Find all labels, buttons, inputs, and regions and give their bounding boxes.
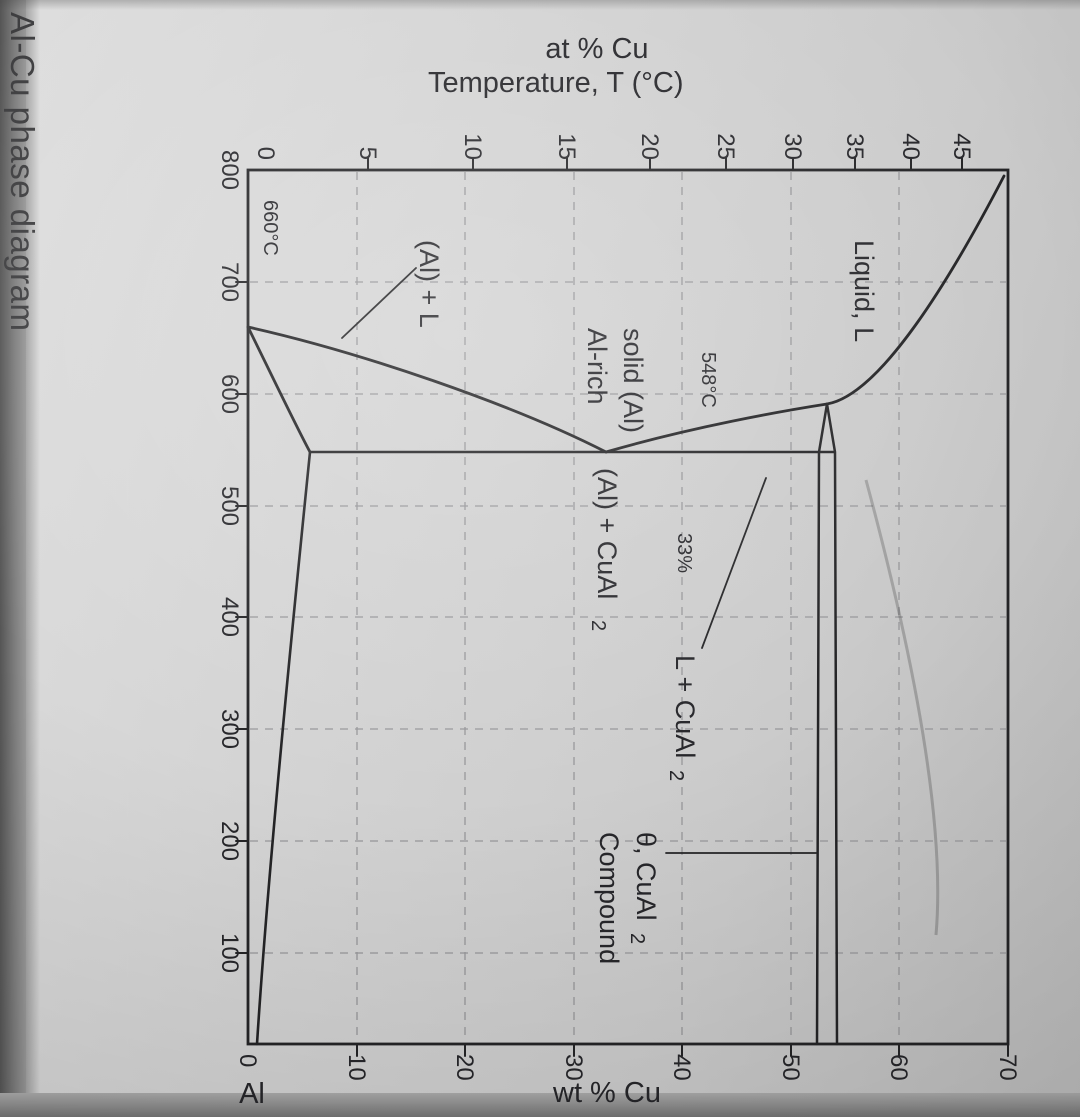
plot-frame	[246, 168, 1010, 1046]
at-pct-tick-45: 45	[948, 133, 975, 160]
top-axis-title: at % Cu	[545, 33, 648, 65]
eutectic-temperature-annotation: 548°C	[697, 352, 719, 408]
at-pct-tick-20: 20	[636, 133, 663, 160]
l-plus-cual2-pointer-line	[701, 477, 767, 649]
at-pct-tick-30: 30	[779, 133, 806, 160]
region-al-plus-l-label: (Al) + L	[414, 240, 444, 328]
temp-tick-500: 500	[216, 486, 243, 526]
top-axis-tick-marks	[367, 157, 963, 171]
wt-pct-tick-50: 50	[777, 1054, 804, 1081]
region-l-plus-cual2-subscript: 2	[665, 770, 687, 781]
horizontal-gridlines	[250, 281, 1006, 954]
liquidus-cual2-side	[604, 402, 829, 454]
theta-boundary-left	[815, 402, 829, 1046]
at-pct-tick-25: 25	[712, 133, 739, 160]
photo-crease-shadow	[864, 479, 940, 936]
temp-tick-800: 800	[216, 150, 243, 190]
compound-theta-label-line1: Compound	[594, 832, 624, 964]
region-al-plus-cual2-label: (Al) + CuAl	[592, 468, 622, 599]
al-plus-l-pointer-line	[341, 267, 417, 339]
wt-pct-tick-20: 20	[451, 1054, 478, 1081]
temp-tick-100: 100	[216, 933, 243, 973]
compound-theta-label-line2: θ, CuAl	[631, 832, 661, 921]
at-pct-tick-40: 40	[897, 133, 924, 160]
at-pct-tick-10: 10	[459, 133, 486, 160]
wt-pct-tick-60: 60	[885, 1054, 912, 1081]
liquidus-right-of-theta	[825, 174, 1006, 406]
region-al-plus-cual2-subscript: 2	[587, 620, 609, 631]
at-pct-tick-15: 15	[553, 133, 580, 160]
temp-tick-700: 700	[216, 262, 243, 302]
photo-bottom-edge	[0, 1093, 1080, 1117]
solidus-al-side	[246, 325, 312, 454]
compound-theta-subscript: 2	[626, 933, 648, 944]
region-liquid-label: Liquid, L	[849, 240, 879, 342]
photo-left-edge-shadow	[26, 0, 40, 1117]
photo-top-edge	[0, 0, 1080, 10]
al-melting-point-annotation: 660°C	[259, 200, 281, 256]
region-al-rich-label-line1: Al-rich	[582, 328, 612, 405]
origin-element-label: Al	[239, 1078, 265, 1110]
wt-pct-tick-10: 10	[343, 1054, 370, 1081]
temp-tick-300: 300	[216, 709, 243, 749]
wt-pct-tick-40: 40	[668, 1054, 695, 1081]
wt-pct-tick-30: 30	[560, 1054, 587, 1081]
temperature-axis-tick-marks	[235, 281, 249, 954]
bottom-axis-title: wt % Cu	[552, 1077, 661, 1109]
liquidus-al-side	[246, 325, 608, 454]
wt-pct-tick-70: 70	[994, 1054, 1021, 1081]
temp-tick-600: 600	[216, 374, 243, 414]
region-al-rich-label-line2: solid (Al)	[618, 328, 648, 433]
solvus-al	[255, 450, 312, 1046]
temperature-axis-title: Temperature, T (°C)	[428, 67, 684, 99]
temp-tick-200: 200	[216, 821, 243, 861]
vertical-gridlines	[356, 172, 900, 1042]
wt-pct-tick-0: 0	[234, 1054, 261, 1067]
bottom-axis-tick-marks	[356, 1043, 1009, 1057]
photo-left-edge	[0, 0, 26, 1117]
theta-boundary-right	[825, 402, 839, 1046]
temp-tick-400: 400	[216, 597, 243, 637]
region-l-plus-cual2-label: L + CuAl	[670, 655, 700, 758]
at-pct-tick-0: 0	[252, 147, 279, 160]
eutectic-composition-annotation: 33%	[673, 533, 695, 573]
at-pct-tick-35: 35	[841, 133, 868, 160]
at-pct-tick-5: 5	[354, 147, 381, 160]
